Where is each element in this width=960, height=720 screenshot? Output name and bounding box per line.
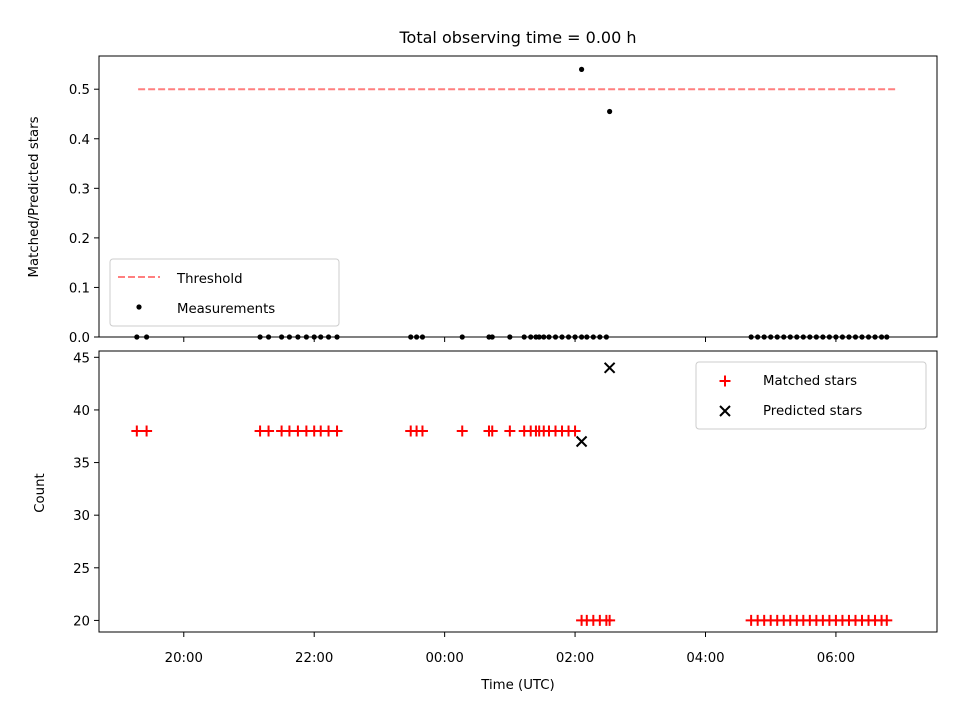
top-y-tick-label: 0.2 — [69, 232, 90, 247]
top-y-tick-label: 0.3 — [69, 182, 90, 197]
x-tick-label: 06:00 — [817, 651, 855, 666]
matched-star-point — [131, 425, 143, 437]
legend-predicted-swatch — [719, 405, 731, 417]
bottom-y-tick-label: 40 — [73, 404, 90, 419]
legend-matched-label: Matched stars — [763, 374, 857, 389]
top-chart-title: Total observing time = 0.00 h — [398, 28, 636, 47]
predicted-star-point — [603, 362, 616, 374]
measurement-point — [607, 108, 613, 115]
legend-threshold-label: Threshold — [176, 272, 243, 287]
count-panel: 20 25 30 35 40 45 20:00 22:00 00:00 02:00 04:00 06:… — [73, 350, 938, 666]
x-tick-label: 00:00 — [425, 651, 463, 666]
bottom-y-tick-label: 35 — [73, 457, 90, 472]
top-y-tick-label: 0.4 — [69, 133, 90, 148]
top-y-axis-label: Matched/Predicted stars — [27, 116, 42, 277]
x-tick-label: 02:00 — [556, 651, 594, 666]
bottom-y-axis-label: Count — [33, 473, 48, 513]
top-y-tick-label: 0.0 — [69, 331, 90, 346]
matched-star-point — [504, 425, 516, 437]
legend-matched-swatch — [719, 375, 731, 387]
legend-predicted-label: Predicted stars — [763, 404, 862, 419]
matched-star-point — [456, 425, 468, 437]
matched-star-point — [416, 425, 428, 437]
x-tick-label: 20:00 — [165, 651, 203, 666]
matched-star-point — [881, 614, 893, 626]
top-legend: Threshold Measurements — [109, 258, 340, 327]
top-y-tick-label: 0.1 — [69, 281, 90, 296]
legend-measurement-label: Measurements — [177, 302, 275, 317]
predicted-star-point — [575, 435, 588, 448]
measurement-point — [578, 66, 585, 72]
x-axis-label: Time (UTC) — [480, 678, 555, 693]
matched-star-point — [604, 614, 616, 626]
x-tick-label: 22:00 — [295, 651, 333, 666]
legend-measurement-swatch — [136, 304, 142, 310]
ratio-panel: 0.0 0.1 0.2 0.3 0.4 0.5 — [69, 55, 938, 346]
bottom-legend-box — [695, 361, 927, 430]
top-legend-box — [109, 258, 340, 327]
matched-star-point — [569, 425, 581, 437]
bottom-y-tick-label: 45 — [73, 351, 90, 366]
top-axes-frame — [98, 55, 938, 338]
bottom-axes-frame — [98, 350, 938, 633]
bottom-legend: Matched stars Predicted stars — [695, 361, 927, 430]
matched-star-point — [486, 425, 498, 437]
bottom-y-tick-label: 30 — [73, 509, 90, 524]
matched-star-point — [141, 425, 153, 437]
bottom-y-tick-label: 20 — [73, 614, 90, 629]
x-tick-label: 04:00 — [686, 651, 724, 666]
bottom-y-tick-label: 25 — [73, 562, 90, 577]
matched-star-point — [331, 425, 343, 437]
matched-star-point — [263, 425, 275, 437]
top-y-tick-label: 0.5 — [69, 83, 90, 98]
